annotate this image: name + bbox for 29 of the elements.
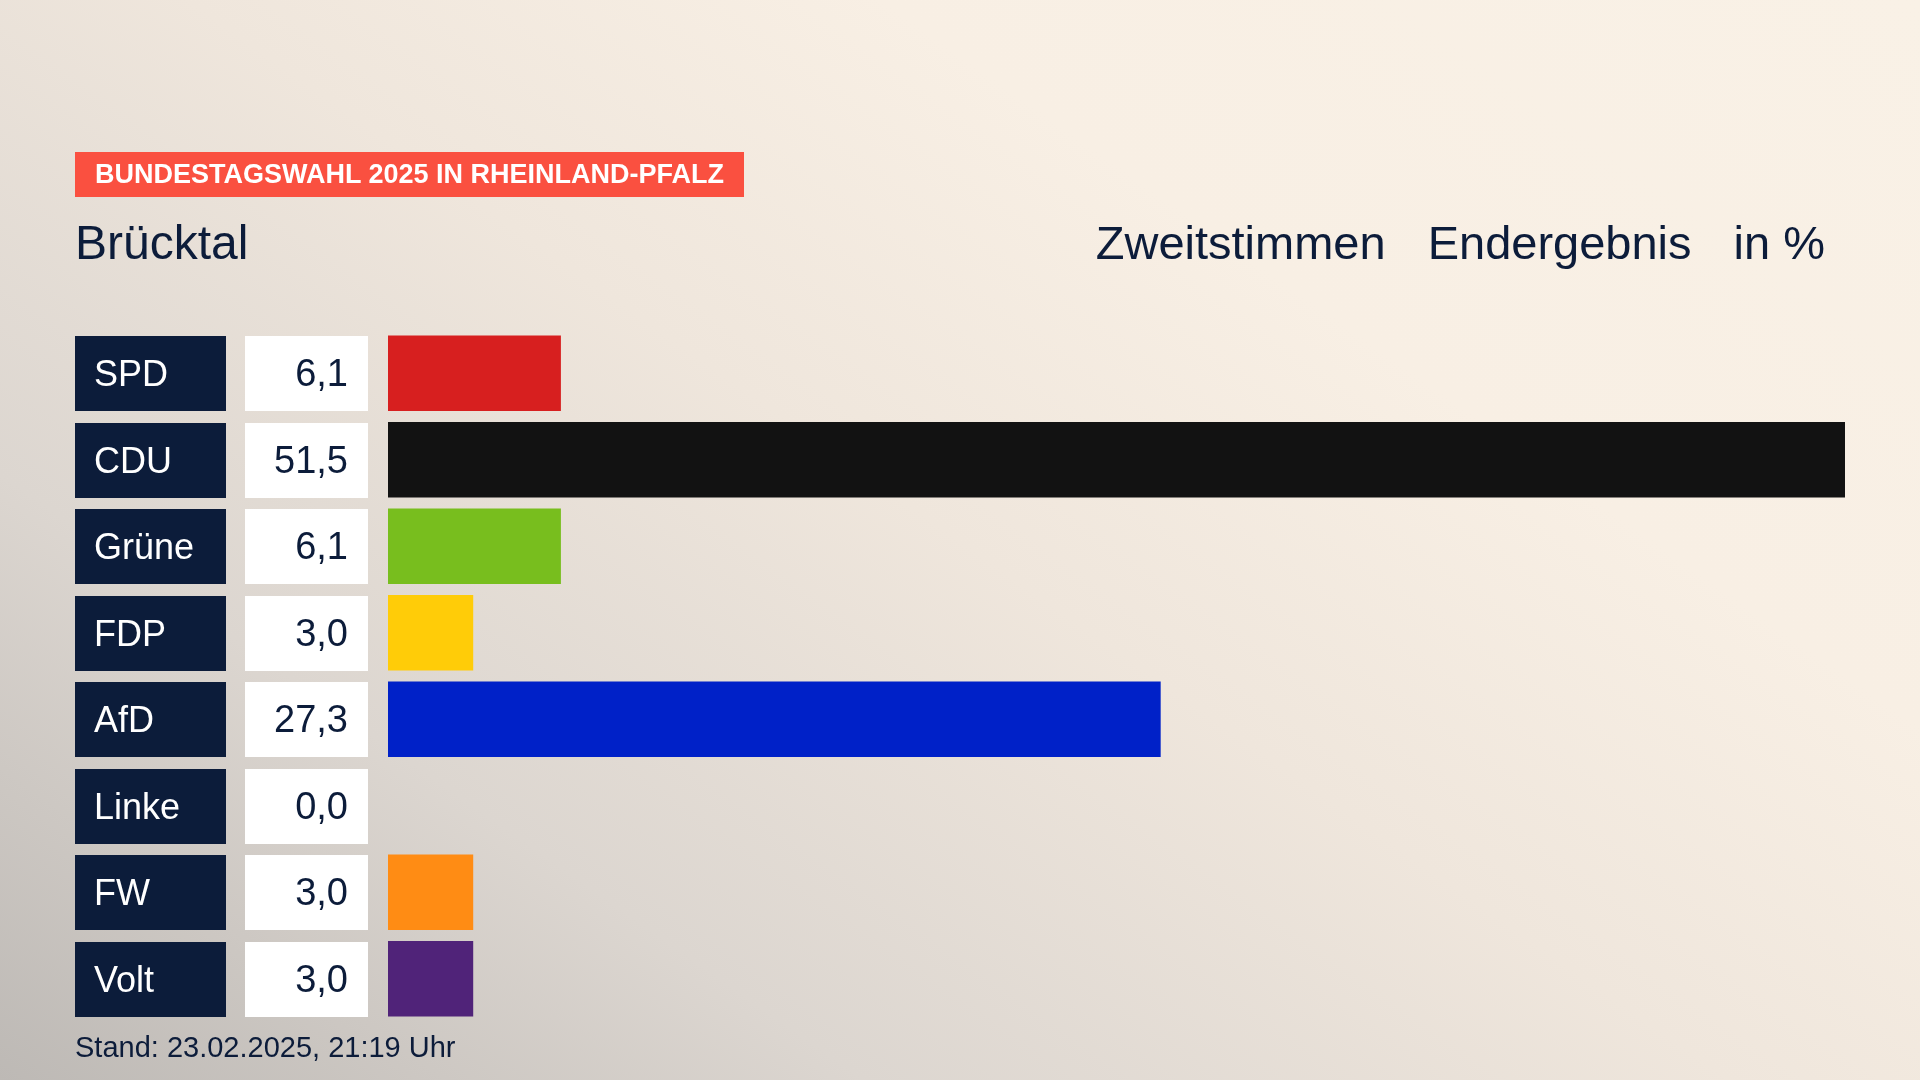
data-label: 6,1 xyxy=(295,352,348,394)
text: in % xyxy=(1733,215,1825,271)
bar xyxy=(388,854,474,931)
data-label: 6,1 xyxy=(295,525,348,567)
bar xyxy=(388,335,561,412)
text: Stand: 23.02.2025, 21:19 Uhr xyxy=(75,1030,456,1065)
bar xyxy=(388,941,474,1017)
text: Zweitstimmen xyxy=(1095,215,1386,271)
chart-subtitle: Brücktal xyxy=(75,215,249,271)
data-label: 3,0 xyxy=(295,957,348,1000)
y-tick-label: CDU xyxy=(94,439,172,481)
y-tick-label: AfD xyxy=(94,699,155,740)
data-label: 3,0 xyxy=(295,611,348,654)
y-tick-label: SPD xyxy=(94,353,169,394)
chart-title: BUNDESTAGSWAHL 2025 IN RHEINLAND-PFALZ xyxy=(75,152,745,197)
bar xyxy=(388,508,561,585)
data-label: 0,0 xyxy=(295,784,348,827)
bar xyxy=(388,595,474,671)
y-tick-label: FW xyxy=(94,872,150,913)
data-label: 51,5 xyxy=(274,438,348,481)
bar xyxy=(388,422,1845,498)
y-tick-label: Grüne xyxy=(94,526,195,567)
data-label: 27,3 xyxy=(274,698,348,740)
bar xyxy=(388,681,1161,758)
data-label: 3,0 xyxy=(295,871,348,913)
y-tick-label: FDP xyxy=(94,612,166,654)
y-tick-label: Linke xyxy=(94,785,181,827)
y-tick-label: Volt xyxy=(94,958,155,1000)
text: Endergebnis xyxy=(1427,215,1692,271)
